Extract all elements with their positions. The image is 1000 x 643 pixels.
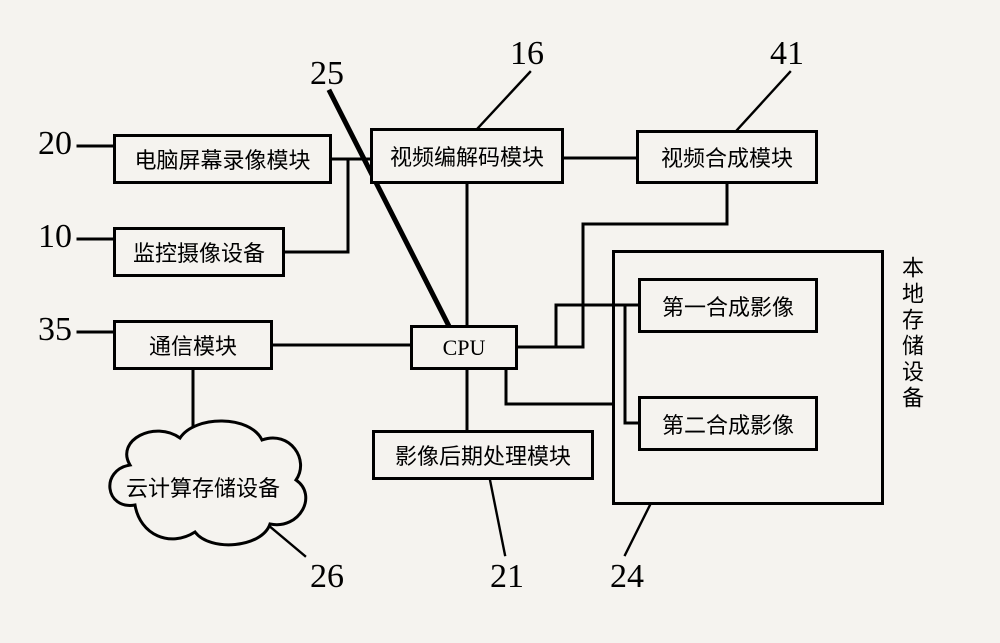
box-label: 电脑屏幕录像模块 (134, 143, 310, 175)
box-label: CPU (443, 335, 486, 361)
svg-text:云计算存储设备: 云计算存储设备 (126, 476, 280, 501)
box-label: 视频编解码模块 (390, 140, 544, 172)
diagram-canvas: 云计算存储设备 电脑屏幕录像模块 视频编解码模块 视频合成模块 监控摄像设备 通… (0, 0, 1000, 643)
box-screen-recording-module: 电脑屏幕录像模块 (113, 134, 332, 184)
ref-25: 25 (310, 55, 344, 93)
ref-16: 16 (510, 35, 544, 73)
ref-41: 41 (770, 35, 804, 73)
box-video-codec-module: 视频编解码模块 (370, 128, 564, 184)
box-first-composite-image: 第一合成影像 (638, 278, 818, 333)
box-cpu: CPU (410, 325, 518, 370)
box-communication-module: 通信模块 (113, 320, 273, 370)
box-label: 监控摄像设备 (133, 236, 265, 268)
box-label: 视频合成模块 (661, 141, 793, 173)
box-post-processing-module: 影像后期处理模块 (372, 430, 594, 480)
box-video-compose-module: 视频合成模块 (636, 130, 818, 184)
box-label: 第二合成影像 (662, 408, 794, 440)
ref-20: 20 (38, 125, 72, 163)
box-label: 影像后期处理模块 (395, 439, 571, 471)
ref-26: 26 (310, 558, 344, 596)
box-label: 通信模块 (149, 329, 237, 361)
ref-35: 35 (38, 311, 72, 349)
box-monitor-camera-device: 监控摄像设备 (113, 227, 285, 277)
box-second-composite-image: 第二合成影像 (638, 396, 818, 451)
ref-10: 10 (38, 218, 72, 256)
ref-21: 21 (490, 558, 524, 596)
ref-24: 24 (610, 558, 644, 596)
local-storage-label: 本地存储设备 (895, 256, 927, 412)
box-label: 第一合成影像 (662, 290, 794, 322)
